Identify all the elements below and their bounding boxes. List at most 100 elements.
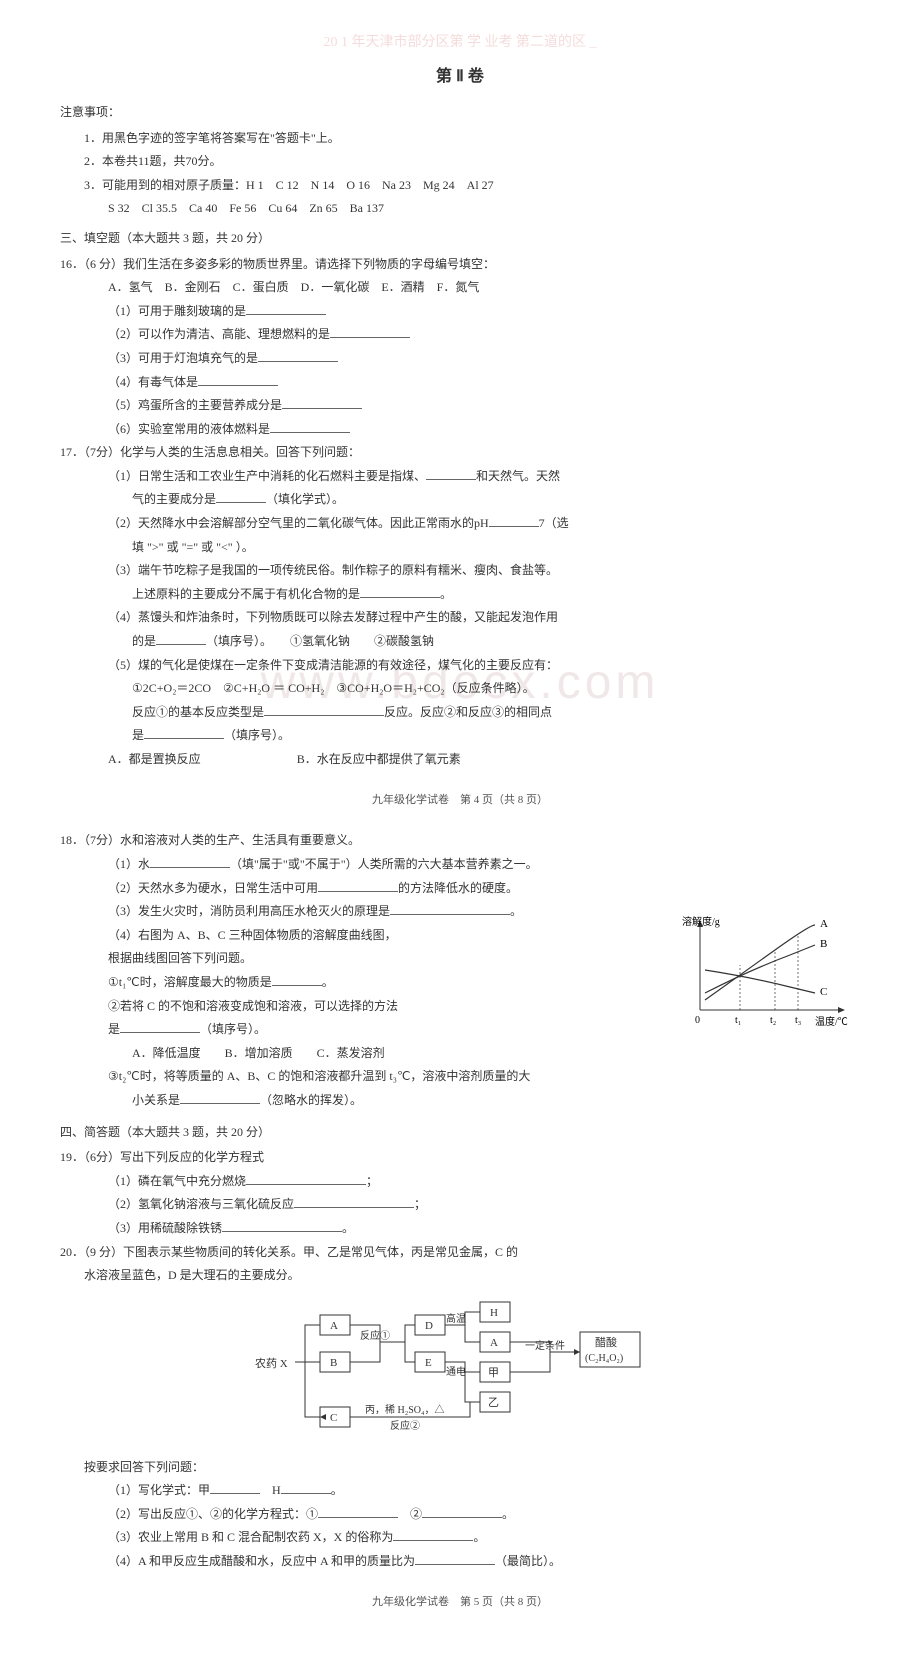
- blank: [282, 395, 362, 409]
- section3-head: 三、填空题（本大题共 3 题，共 20 分）: [60, 228, 860, 250]
- chart-tick3: t₃: [795, 1015, 801, 1026]
- q20-stem1: 20．（9 分）下图表示某些物质间的转化关系。甲、乙是常见气体，丙是常见金属，C…: [60, 1242, 860, 1264]
- curve-B: [705, 945, 815, 993]
- q17-4c: （填序号）。 ①氢氧化钠 ②碳酸氢钠: [206, 634, 434, 648]
- notice-item: 2．本卷共11题，共70分。: [60, 151, 860, 173]
- node-B: B: [330, 1357, 337, 1369]
- q17-2b: 7（选: [539, 516, 569, 530]
- node-A2: A: [490, 1337, 498, 1349]
- q16-2: （2）可以作为清洁、高能、理想燃料的是: [60, 324, 860, 346]
- q18-1a: （1）水: [108, 857, 150, 871]
- chart-ylabel: 溶解度/g: [682, 915, 720, 928]
- q17-1a: （1）日常生活和工农业生产中消耗的化石燃料主要是指煤、: [108, 469, 426, 483]
- q16-5-text: （5）鸡蛋所含的主要营养成分是: [108, 398, 282, 412]
- q18-4f: （填序号）。: [200, 1022, 266, 1036]
- q17-5a: （5）煤的气化是使煤在一定条件下变成清洁能源的有效途径，煤气化的主要反应有：: [60, 655, 860, 677]
- section4-head: 四、简答题（本大题共 3 题，共 20 分）: [60, 1122, 860, 1144]
- node-yi: 乙: [488, 1396, 499, 1409]
- blank: [489, 513, 539, 527]
- node-acid-1: 醋酸: [595, 1335, 617, 1349]
- q18-stem: 18．（7分）水和溶液对人类的生产、生活具有重要意义。: [60, 830, 860, 852]
- q17-opts: A．都是置换反应 B．水在反应中都提供了氧元素: [60, 749, 860, 771]
- q17-1b: 和天然气。天然: [476, 469, 560, 483]
- q18-4h-text: 小关系是: [132, 1093, 180, 1107]
- blank: [330, 324, 410, 338]
- q18-2a: （2）天然水多为硬水，日常生活中可用: [108, 881, 318, 895]
- q17-3a: （3）端午节吃粽子是我国的一项传统民俗。制作粽子的原料有糯米、瘦肉、食盐等。: [60, 560, 860, 582]
- q17-2c: 填 ">" 或 "=" 或 "<" ）。: [60, 537, 860, 559]
- q18-4g: ③t₂℃时，将等质量的 A、B、C 的饱和溶液都升温到 t₃℃，溶液中溶剂质量的…: [60, 1066, 860, 1088]
- q18-1: （1）水 （填"属于"或"不属于"）人类所需的六大基本营养素之一。: [60, 854, 860, 876]
- page-footer-4: 九年级化学试卷 第 4 页（共 8 页）: [60, 791, 860, 811]
- q17-optB: B．水在反应中都提供了氧元素: [297, 752, 461, 766]
- q17-5c-text: 反应①的基本反应类型是: [132, 705, 264, 719]
- solubility-chart: 溶解度/g 温度/℃ 0 t₁ t₂ t₃ A B C: [680, 915, 860, 1035]
- q17-2a: （2）天然降水中会溶解部分空气里的二氧化碳气体。因此正常雨水的pH: [108, 516, 489, 530]
- node-E: E: [425, 1357, 432, 1369]
- q19-1-text: （1）磷在氧气中充分燃烧: [108, 1174, 246, 1188]
- q19-stem: 19．（6分）写出下列反应的化学方程式: [60, 1147, 860, 1169]
- q16-6: （6）实验室常用的液体燃料是: [60, 419, 860, 441]
- q18-1b: （填"属于"或"不属于"）人类所需的六大基本营养素之一。: [230, 857, 538, 871]
- label-cond: 一定条件: [525, 1339, 565, 1352]
- q17-1c-text: 气的主要成分是: [132, 492, 216, 506]
- label-r1: 反应①: [360, 1329, 390, 1342]
- q16-2-text: （2）可以作为清洁、高能、理想燃料的是: [108, 327, 330, 341]
- q20-3a: （3）农业上常用 B 和 C 混合配制农药 X，X 的俗称为: [108, 1530, 393, 1544]
- q18-4opts: A．降低温度 B．增加溶质 C．蒸发溶剂: [60, 1043, 860, 1065]
- blank: [156, 631, 206, 645]
- q19-3-text: （3）用稀硫酸除铁锈: [108, 1221, 222, 1235]
- q16-stem: 16．（6 分）我们生活在多姿多彩的物质世界里。请选择下列物质的字母编号填空：: [60, 254, 860, 276]
- q16-4-text: （4）有毒气体是: [108, 375, 198, 389]
- faint-header: 20 1 年天津市部分区第 学 业考 第二道的区 _: [60, 30, 860, 55]
- blank: [318, 1504, 398, 1518]
- blank: [281, 1480, 331, 1494]
- page-footer-5: 九年级化学试卷 第 5 页（共 8 页）: [60, 1593, 860, 1613]
- q17-5e: 是（填序号）。: [60, 725, 860, 747]
- notice-item: 1．用黑色字迹的签字笔将答案写在"答题卡"上。: [60, 128, 860, 150]
- q17-5f: （填序号）。: [224, 728, 290, 742]
- q16-5: （5）鸡蛋所含的主要营养成分是: [60, 395, 860, 417]
- q17-1c: 气的主要成分是 （填化学式）。: [60, 489, 860, 511]
- q17-1: （1）日常生活和工农业生产中消耗的化石燃料主要是指煤、 和天然气。天然: [60, 466, 860, 488]
- q17-4b-text: 的是: [132, 634, 156, 648]
- blank: [272, 972, 322, 986]
- blank: [318, 878, 398, 892]
- q18-4c-text: ①t₁℃时，溶解度最大的物质是: [108, 975, 272, 989]
- q17-3b: 上述原料的主要成分不属于有机化合物的是。: [60, 584, 860, 606]
- q19-1: （1）磷在氧气中充分燃烧；: [60, 1171, 860, 1193]
- label-r2: 反应②: [390, 1419, 420, 1432]
- label-C: C: [820, 986, 827, 998]
- label-B: B: [820, 938, 827, 950]
- q16-3-text: （3）可用于灯泡填充气的是: [108, 351, 258, 365]
- q18-2: （2）天然水多为硬水，日常生活中可用的方法降低水的硬度。: [60, 878, 860, 900]
- blank: [150, 854, 230, 868]
- q20-1b: H: [272, 1483, 281, 1497]
- q17-4a: （4）蒸馒头和炸油条时，下列物质既可以除去发酵过程中产生的酸，又能起发泡作用: [60, 607, 860, 629]
- blank: [294, 1194, 414, 1208]
- chart-xlabel: 温度/℃: [815, 1015, 848, 1028]
- q18-3a: （3）发生火灾时，消防员利用高压水枪灭火的原理是: [108, 904, 390, 918]
- notice-head: 注意事项：: [60, 102, 860, 124]
- q19-2: （2）氢氧化钠溶液与三氧化硫反应；: [60, 1194, 860, 1216]
- q17-4b: 的是 （填序号）。 ①氢氧化钠 ②碳酸氢钠: [60, 631, 860, 653]
- q20-4: （4）A 和甲反应生成醋酸和水，反应中 A 和甲的质量比为（最简比）。: [60, 1551, 860, 1573]
- q16-1-text: （1）可用于雕刻玻璃的是: [108, 304, 246, 318]
- q18-4h: 小关系是（忽略水的挥发）。: [60, 1090, 860, 1112]
- q17-1d: （填化学式）。: [266, 492, 344, 506]
- blank: [120, 1019, 200, 1033]
- node-C: C: [330, 1412, 337, 1424]
- reaction-diagram: A B C D E H A 甲 乙 醋酸 (C₂H₄O₂) 农药 X: [250, 1297, 670, 1447]
- node-A: A: [330, 1320, 338, 1332]
- node-acid-2: (C₂H₄O₂): [585, 1353, 623, 1364]
- blank: [246, 301, 326, 315]
- label-ht: 高温: [446, 1312, 466, 1325]
- q20-1a: （1）写化学式：甲: [108, 1483, 210, 1497]
- q20-2: （2）写出反应①、②的化学方程式：① ②。: [60, 1504, 860, 1526]
- q20-1: （1）写化学式：甲 H。: [60, 1480, 860, 1502]
- q17-stem: 17．（7分）化学与人类的生活息息相关。回答下列问题：: [60, 442, 860, 464]
- q18-4e-text: 是: [108, 1022, 120, 1036]
- blank: [198, 372, 278, 386]
- q20-stem2: 水溶液呈蓝色，D 是大理石的主要成分。: [60, 1265, 860, 1287]
- chart-tick0: 0: [695, 1015, 700, 1026]
